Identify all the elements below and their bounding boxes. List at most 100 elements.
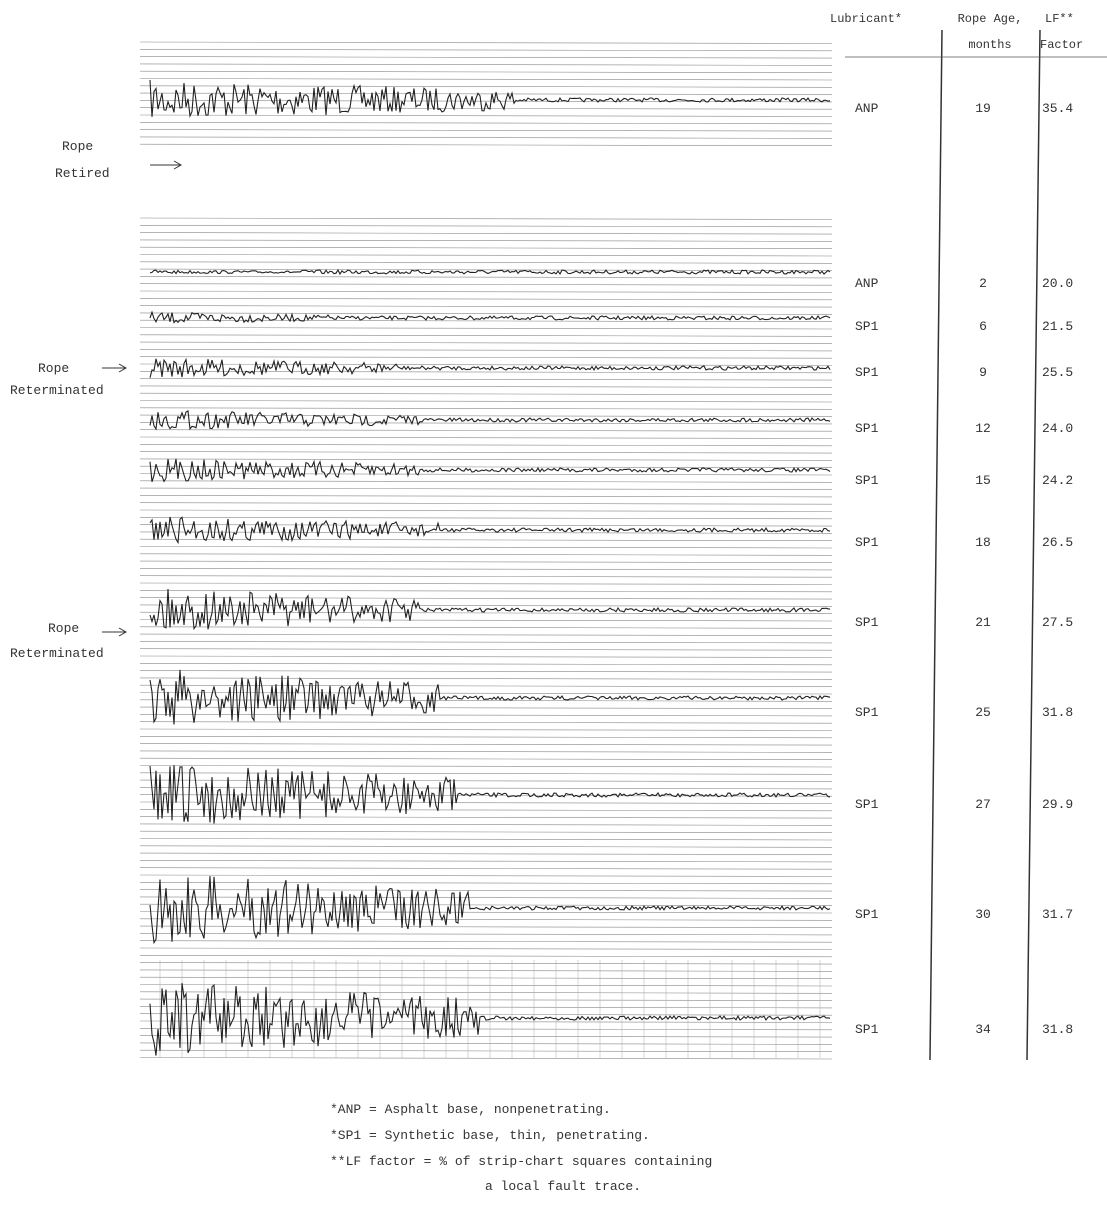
chart-grid-line [139,962,833,965]
chart-grid-line [139,458,833,461]
chart-grid-line [139,473,833,476]
header-lf: LF** [1045,12,1074,26]
chart-grid-line [139,524,833,527]
chart-grid-line [139,107,833,110]
chart-grid-line [139,684,833,688]
rope-age: 15 [975,473,991,488]
chart-grid-line [139,268,833,271]
chart-grid-line [139,443,833,447]
chart-grid-line [139,969,833,972]
lf-factor: 31.8 [1042,1022,1073,1037]
chart-grid-line [139,516,833,520]
chart-grid-line [139,626,833,629]
chart-grid-line [139,297,833,301]
rope-age: 2 [979,276,987,291]
chart-grid-line [139,495,833,498]
chart-grid-line [139,845,833,848]
chart-grid-line [139,889,833,892]
chart-grid-line [139,735,833,739]
header-lubricant: Lubricant* [830,12,902,26]
trace [149,458,831,483]
lf-factor: 35.4 [1042,101,1073,116]
chart-grid-line [139,136,833,139]
chart-grid-line [139,838,833,841]
chart-grid-line [139,385,833,388]
chart-grid-line [139,341,833,344]
arrow [118,627,128,637]
chart-grid-line [139,794,833,797]
chart-grid-line [139,1042,833,1045]
strip-charts [139,41,833,1060]
lf-factor: 26.5 [1042,535,1073,550]
chart-grid-line [139,852,833,855]
chart-grid-line [139,92,833,95]
chart-grid-line [139,1013,833,1016]
rope-age: 27 [975,797,991,812]
chart-grid-line [139,947,833,950]
chart-grid-line [139,143,833,146]
trace [149,409,831,431]
chart-grid-line [139,429,833,432]
chart-grid-line [139,327,833,330]
chart-grid-line [139,984,833,987]
chart-grid-line [139,246,833,249]
chart-grid-line [139,976,833,980]
chart-grid-line [139,633,833,636]
chart-grid-line [139,655,833,658]
trace [149,310,831,324]
chart-grid-line [139,85,833,88]
lubricant: SP1 [855,1022,879,1037]
chart-grid-line [139,400,833,403]
chart-grid-line [139,933,833,936]
chart-grid-line [139,312,833,315]
chart-grid-line [139,787,833,790]
chart-grid-line [139,801,833,804]
chart-grid-line [139,414,833,417]
lf-factor: 27.5 [1042,615,1073,630]
lubricant: SP1 [855,907,879,922]
chart-grid-line [139,714,833,717]
arrow [173,160,183,170]
rope-age: 19 [975,101,991,116]
chart-grid-line [139,122,833,125]
chart-grid-line [139,772,833,775]
lubricant: SP1 [855,421,879,436]
chart-grid-line [139,648,833,651]
chart-grid-line [139,1006,833,1009]
chart-grid-line [139,597,833,600]
chart-grid-line [139,991,833,994]
rope-age: 21 [975,615,991,630]
trace [149,516,831,545]
lubricant: SP1 [855,615,879,630]
chart-grid-line [139,750,833,753]
trace [149,588,831,631]
lf-factor: 31.7 [1042,907,1073,922]
chart-grid-line [139,954,833,958]
chart-grid-line [139,867,833,870]
lubricant: SP1 [855,535,879,550]
rope-age: 25 [975,705,991,720]
chart-grid-line [139,830,833,834]
chart-grid-line [139,589,833,593]
lf-factor: 31.8 [1042,705,1073,720]
chart-grid-line [139,538,833,542]
chart-grid-line [139,677,833,680]
header-age: Rope Age, [958,12,1023,26]
chart-grid-line [139,370,833,374]
rope-age: 30 [975,907,991,922]
chart-grid-line [139,129,833,132]
column-divider [929,29,943,1061]
chart-grid-line [139,225,833,228]
chart-grid-line [139,757,833,761]
side-label: Rope [48,621,79,636]
chart-grid-line [139,217,833,220]
trace [149,268,831,276]
chart-grid-line [139,509,833,512]
chart-grid-line [139,662,833,666]
lubricant: SP1 [855,365,879,380]
chart-grid-line [139,254,833,257]
chart-grid-line [139,502,833,505]
chart-grid-line [139,940,833,943]
